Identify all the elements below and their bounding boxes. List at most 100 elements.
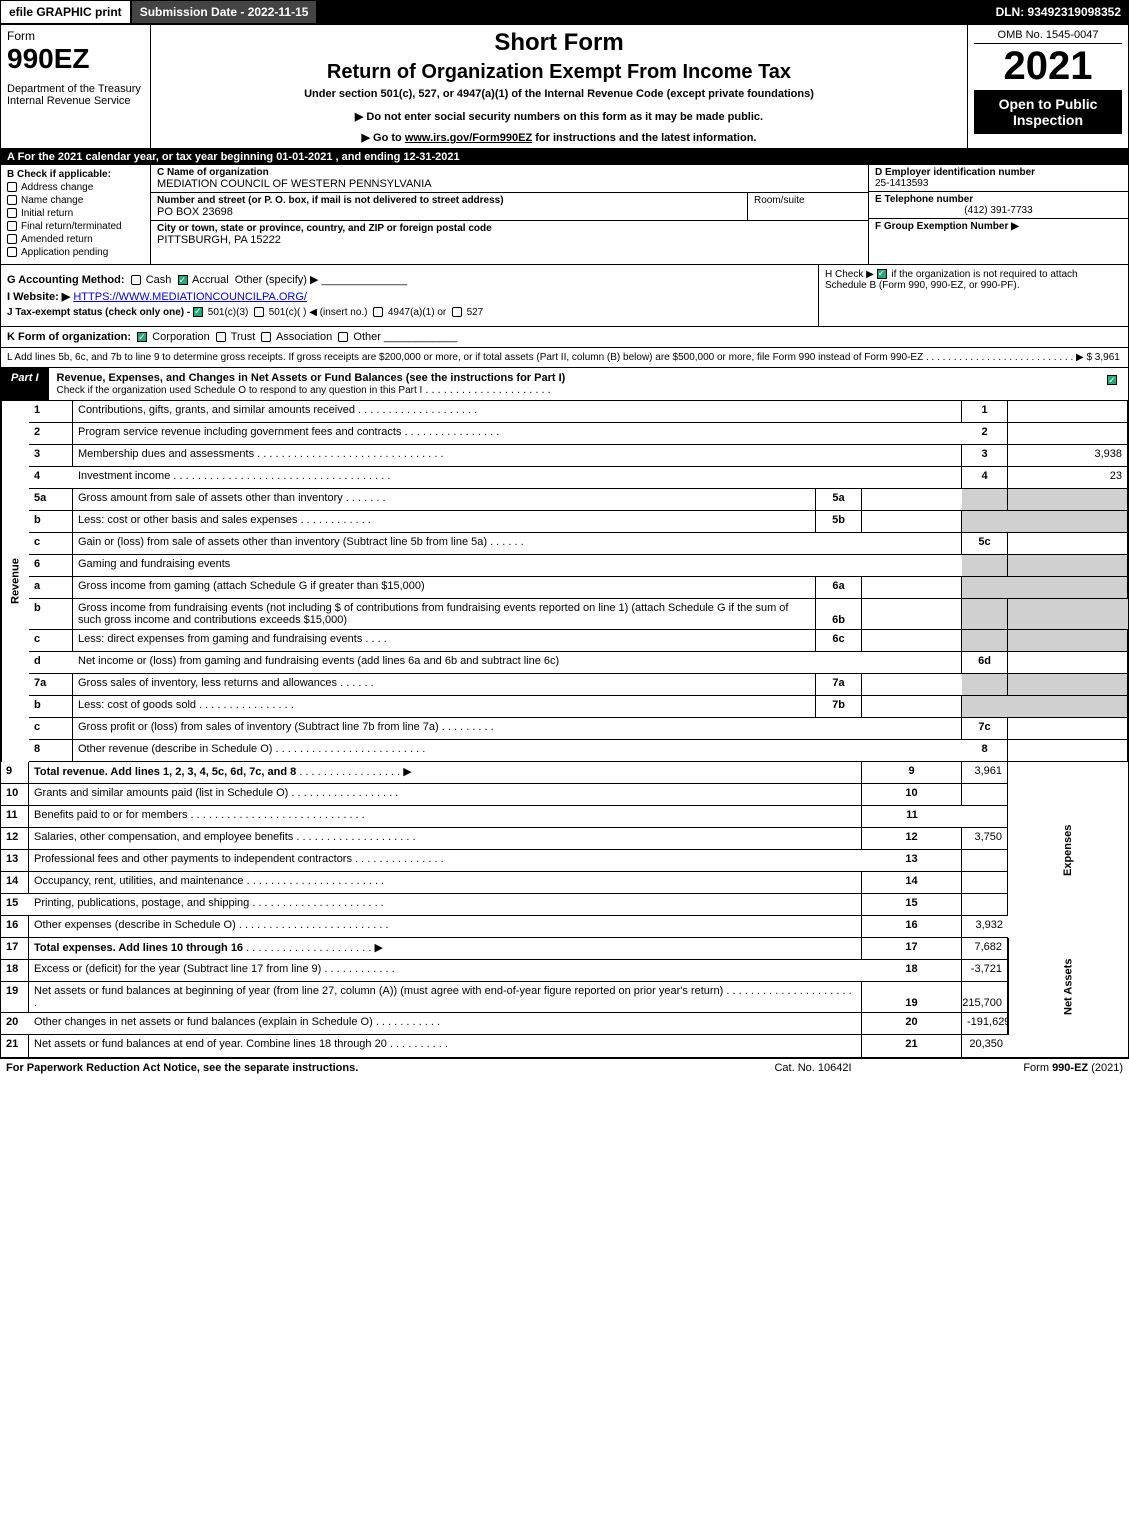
line-19-amt: 215,700 xyxy=(962,982,1008,1013)
line-6b-desc: Gross income from fundraising events (no… xyxy=(73,599,816,630)
line-21-desc: Net assets or fund balances at end of ye… xyxy=(29,1035,862,1057)
col-b-check-applicable: B Check if applicable: Address change Na… xyxy=(1,165,151,264)
b-address-change[interactable]: Address change xyxy=(7,182,144,193)
part1-tab: Part I xyxy=(1,368,49,400)
checkbox-icon xyxy=(7,195,17,205)
k-row: K Form of organization: Corporation Trus… xyxy=(1,327,1128,348)
line-21-num: 21 xyxy=(1,1035,29,1057)
checkbox-icon[interactable] xyxy=(338,332,348,342)
j-501c: 501(c)( ) ◀ (insert no.) xyxy=(269,307,368,318)
part1-sub: Check if the organization used Schedule … xyxy=(57,385,423,396)
checkbox-icon[interactable] xyxy=(373,307,383,317)
line-11-amt xyxy=(962,806,1008,828)
line-5a-desc: Gross amount from sale of assets other t… xyxy=(73,489,816,511)
line-5b-sub-amt xyxy=(862,511,962,533)
line-5c-desc: Gain or (loss) from sale of assets other… xyxy=(73,533,962,555)
line-15-desc: Printing, publications, postage, and shi… xyxy=(29,894,862,916)
g-cash: Cash xyxy=(146,274,172,286)
line-13-num: 13 xyxy=(1,850,29,872)
line-17-rn: 17 xyxy=(862,938,962,960)
checkbox-checked-icon[interactable] xyxy=(877,269,887,279)
b-final-return[interactable]: Final return/terminated xyxy=(7,221,144,232)
checkbox-checked-icon[interactable] xyxy=(137,332,147,342)
b-text: Amended return xyxy=(21,234,93,245)
line-14-rn: 14 xyxy=(862,872,962,894)
g-accrual: Accrual xyxy=(192,274,229,286)
checkbox-checked-icon[interactable] xyxy=(1107,375,1117,385)
line-5a-sub-amt xyxy=(862,489,962,511)
line-6c-desc: Less: direct expenses from gaming and fu… xyxy=(73,630,816,652)
line-6d-desc: Net income or (loss) from gaming and fun… xyxy=(73,652,962,674)
dln-label: DLN: 93492319098352 xyxy=(988,0,1129,24)
j-527: 527 xyxy=(467,307,484,318)
line-9-num: 9 xyxy=(1,762,29,784)
line-5c-rn: 5c xyxy=(962,533,1008,555)
side-revenue: Revenue xyxy=(1,401,29,762)
line-6-desc: Gaming and fundraising events xyxy=(73,555,962,577)
checkbox-icon[interactable] xyxy=(254,307,264,317)
c-city-row: City or town, state or province, country… xyxy=(151,221,868,248)
checkbox-checked-icon[interactable] xyxy=(193,307,203,317)
shade-cell xyxy=(1008,696,1128,718)
shade-cell xyxy=(962,511,1008,533)
ein-value: 25-1413593 xyxy=(875,178,1122,189)
line-20-desc: Other changes in net assets or fund bala… xyxy=(29,1013,862,1035)
shade-cell xyxy=(1008,599,1128,630)
form-ref-pre: Form xyxy=(1023,1062,1052,1074)
checkbox-icon[interactable] xyxy=(131,275,141,285)
k-label: K Form of organization: xyxy=(7,331,131,343)
checkbox-icon[interactable] xyxy=(216,332,226,342)
cat-number: Cat. No. 10642I xyxy=(683,1062,943,1074)
omb-number: OMB No. 1545-0047 xyxy=(974,29,1122,44)
line-8-rn: 8 xyxy=(962,740,1008,762)
b-initial-return[interactable]: Initial return xyxy=(7,208,144,219)
l-text: L Add lines 5b, 6c, and 7b to line 9 to … xyxy=(7,352,923,363)
k-corporation: Corporation xyxy=(152,331,209,343)
efile-print-label[interactable]: efile GRAPHIC print xyxy=(0,0,131,24)
checkbox-icon[interactable] xyxy=(261,332,271,342)
c-room-cell: Room/suite xyxy=(748,193,868,220)
line-10-desc: Grants and similar amounts paid (list in… xyxy=(29,784,862,806)
part1-header: Part I Revenue, Expenses, and Changes in… xyxy=(1,368,1128,401)
line-12-amt: 3,750 xyxy=(962,828,1008,850)
col-c-org-info: C Name of organization MEDIATION COUNCIL… xyxy=(151,165,868,264)
line-1-num: 1 xyxy=(29,401,73,423)
checkbox-icon[interactable] xyxy=(452,307,462,317)
shade-cell xyxy=(1008,555,1128,577)
k-other: Other xyxy=(353,331,381,343)
form-ref-bold: 990-EZ xyxy=(1052,1062,1088,1074)
line-7a-num: 7a xyxy=(29,674,73,696)
b-name-change[interactable]: Name change xyxy=(7,195,144,206)
line-5a-num: 5a xyxy=(29,489,73,511)
side-net-assets: Net Assets xyxy=(1008,938,1128,1035)
d-label: D Employer identification number xyxy=(875,167,1122,178)
shade-cell xyxy=(962,599,1008,630)
line-7b-desc: Less: cost of goods sold . . . . . . . .… xyxy=(73,696,816,718)
phone-value: (412) 391-7733 xyxy=(875,205,1122,216)
header-right: OMB No. 1545-0047 2021 Open to Public In… xyxy=(968,25,1128,148)
line-1-amt xyxy=(1008,401,1128,423)
return-title: Return of Organization Exempt From Incom… xyxy=(157,61,961,84)
goto-link[interactable]: www.irs.gov/Form990EZ xyxy=(405,132,532,144)
line-21-rn: 21 xyxy=(862,1035,962,1057)
c-name-label: C Name of organization xyxy=(157,167,862,178)
line-5b-num: b xyxy=(29,511,73,533)
line-14-num: 14 xyxy=(1,872,29,894)
line-7a-sn: 7a xyxy=(816,674,862,696)
checkbox-checked-icon[interactable] xyxy=(178,275,188,285)
line-6a-num: a xyxy=(29,577,73,599)
website-link[interactable]: HTTPS://WWW.MEDIATIONCOUNCILPA.ORG/ xyxy=(73,291,307,303)
c-street-label: Number and street (or P. O. box, if mail… xyxy=(157,195,741,206)
b-amended-return[interactable]: Amended return xyxy=(7,234,144,245)
line-1-desc: Contributions, gifts, grants, and simila… xyxy=(73,401,962,423)
k-association: Association xyxy=(276,331,332,343)
do-not-enter-label: ▶ Do not enter social security numbers o… xyxy=(157,110,961,123)
line-7b-num: b xyxy=(29,696,73,718)
line-4-amt: 23 xyxy=(1008,467,1128,489)
line-5b-desc: Less: cost or other basis and sales expe… xyxy=(73,511,816,533)
b-application-pending[interactable]: Application pending xyxy=(7,247,144,258)
line-2-amt xyxy=(1008,423,1128,445)
line-1-rn: 1 xyxy=(962,401,1008,423)
line-11-num: 11 xyxy=(1,806,29,828)
top-bar: efile GRAPHIC print Submission Date - 20… xyxy=(0,0,1129,24)
